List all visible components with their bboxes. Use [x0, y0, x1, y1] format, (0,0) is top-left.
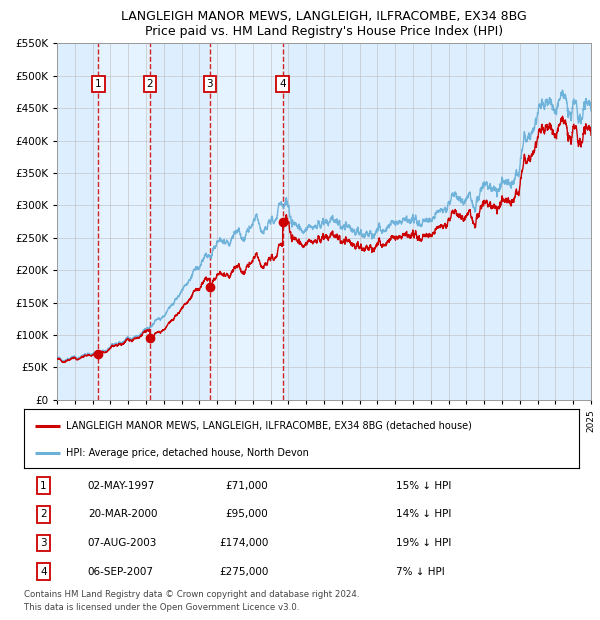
Text: 06-SEP-2007: 06-SEP-2007: [88, 567, 154, 577]
Text: 1: 1: [95, 79, 102, 89]
Text: 02-MAY-1997: 02-MAY-1997: [88, 480, 155, 490]
Text: LANGLEIGH MANOR MEWS, LANGLEIGH, ILFRACOMBE, EX34 8BG (detached house): LANGLEIGH MANOR MEWS, LANGLEIGH, ILFRACO…: [65, 421, 472, 431]
Text: 4: 4: [40, 567, 47, 577]
Text: 3: 3: [206, 79, 213, 89]
Text: £71,000: £71,000: [226, 480, 268, 490]
Text: This data is licensed under the Open Government Licence v3.0.: This data is licensed under the Open Gov…: [24, 603, 299, 612]
Text: 4: 4: [280, 79, 286, 89]
Text: 2: 2: [146, 79, 153, 89]
Text: 07-AUG-2003: 07-AUG-2003: [88, 538, 157, 548]
Title: LANGLEIGH MANOR MEWS, LANGLEIGH, ILFRACOMBE, EX34 8BG
Price paid vs. HM Land Reg: LANGLEIGH MANOR MEWS, LANGLEIGH, ILFRACO…: [121, 10, 527, 38]
Text: 19% ↓ HPI: 19% ↓ HPI: [396, 538, 451, 548]
Text: HPI: Average price, detached house, North Devon: HPI: Average price, detached house, Nort…: [65, 448, 308, 458]
Text: £95,000: £95,000: [226, 509, 268, 519]
Text: 15% ↓ HPI: 15% ↓ HPI: [396, 480, 451, 490]
Text: 2: 2: [40, 509, 47, 519]
Text: £174,000: £174,000: [219, 538, 268, 548]
Bar: [98, 43, 150, 400]
Bar: [210, 43, 283, 400]
Text: 14% ↓ HPI: 14% ↓ HPI: [396, 509, 451, 519]
Text: 7% ↓ HPI: 7% ↓ HPI: [396, 567, 445, 577]
Text: £275,000: £275,000: [219, 567, 268, 577]
Text: 1: 1: [40, 480, 47, 490]
Text: 20-MAR-2000: 20-MAR-2000: [88, 509, 157, 519]
Text: Contains HM Land Registry data © Crown copyright and database right 2024.: Contains HM Land Registry data © Crown c…: [24, 590, 359, 600]
Text: 3: 3: [40, 538, 47, 548]
